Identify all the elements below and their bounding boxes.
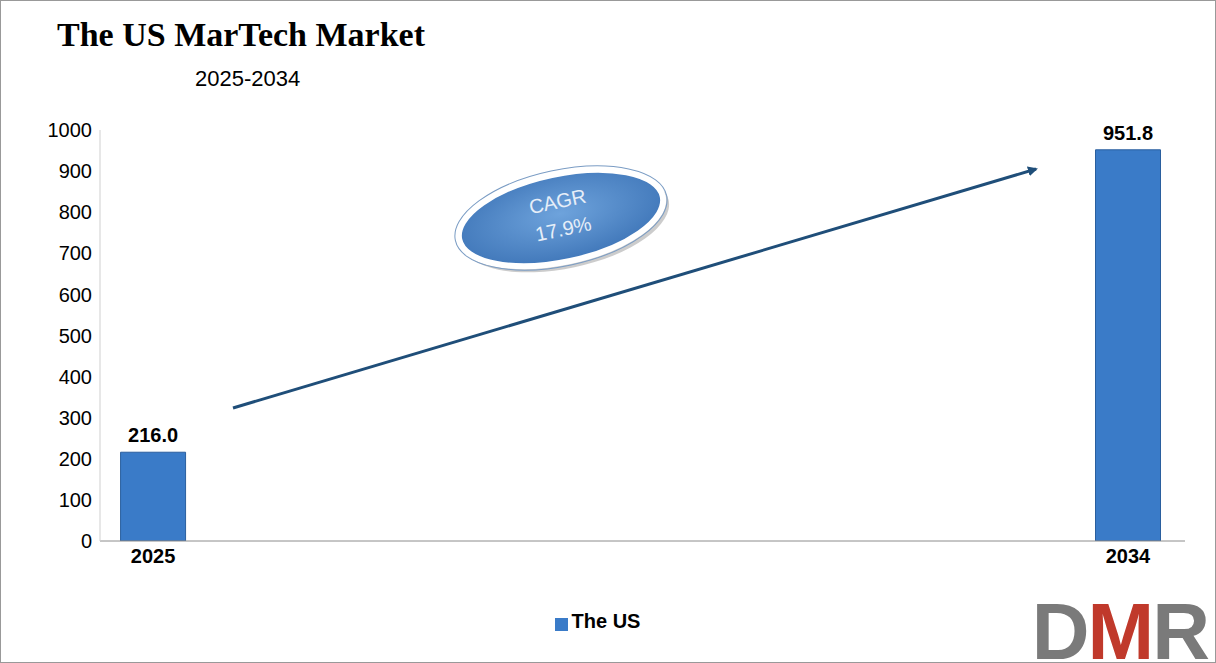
svg-text:900: 900 <box>59 160 92 182</box>
html-text:The US MarTech Market: The US MarTech Market <box>57 16 425 53</box>
svg-text:700: 700 <box>59 242 92 264</box>
svg-text:100: 100 <box>59 489 92 511</box>
svg-text:200: 200 <box>59 448 92 470</box>
svg-text:800: 800 <box>59 201 92 223</box>
svg-text:0: 0 <box>81 530 92 552</box>
svg-text:2025: 2025 <box>131 545 176 567</box>
svg-text:216.0: 216.0 <box>128 424 178 446</box>
svg-text:1000: 1000 <box>48 119 93 141</box>
html-text:The US: The US <box>571 610 641 632</box>
svg-text:951.8: 951.8 <box>1103 122 1153 144</box>
svg-text:300: 300 <box>59 407 92 429</box>
svg-text:500: 500 <box>59 325 92 347</box>
svg-text:17.9%: 17.9% <box>533 212 593 245</box>
svg-text:CAGR: CAGR <box>527 185 588 219</box>
svg-text:600: 600 <box>59 284 92 306</box>
svg-text:400: 400 <box>59 366 92 388</box>
svg-text:2034: 2034 <box>1106 545 1151 567</box>
html-text:2025-2034: 2025-2034 <box>195 66 301 91</box>
